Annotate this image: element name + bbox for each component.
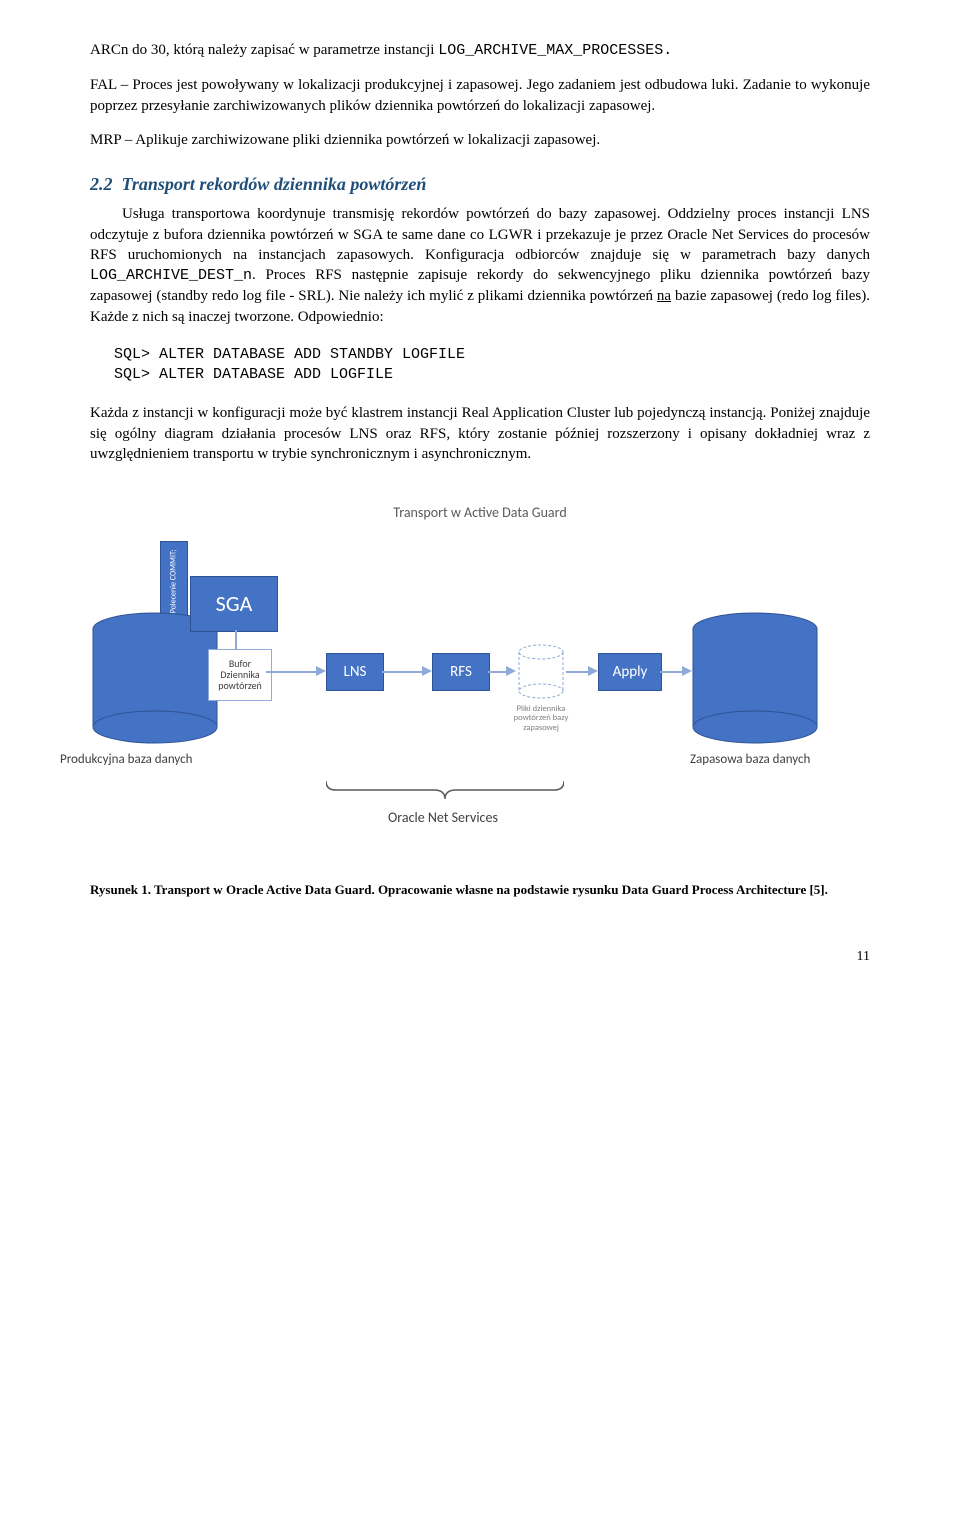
arrow-pliki-apply <box>566 671 588 673</box>
figure-caption: Rysunek 1. Transport w Oracle Active Dat… <box>90 881 870 899</box>
label-prod-db: Produkcyjna baza danych <box>60 751 192 769</box>
sql-line-1: SQL> ALTER DATABASE ADD STANDBY LOGFILE <box>114 346 465 363</box>
param-log-archive-dest: LOG_ARCHIVE_DEST_n <box>90 267 252 284</box>
param-log-archive-max: LOG_ARCHIVE_MAX_PROCESSES. <box>438 42 672 59</box>
apply-box: Apply <box>598 653 662 691</box>
bufor-label: Bufor Dziennika powtórzeń <box>211 658 269 691</box>
page-number: 11 <box>90 948 870 967</box>
lns-box: LNS <box>326 653 384 691</box>
label-standby-db: Zapasowa baza danych <box>690 751 810 769</box>
bufor-box: Bufor Dziennika powtórzeń <box>208 649 272 701</box>
arrow-bufor-lns <box>266 671 316 673</box>
sql-line-2: SQL> ALTER DATABASE ADD LOGFILE <box>114 366 393 383</box>
cylinder-pliki <box>516 643 566 701</box>
caption-text: Rysunek 1. Transport w Oracle Active Dat… <box>90 882 828 897</box>
cylinder-standby-db <box>690 611 820 746</box>
arrow-lns-rfs <box>382 671 422 673</box>
diagram-canvas: Polecenie COMMIT; Produkcyjna baza danyc… <box>90 541 870 871</box>
rfs-box: RFS <box>432 653 490 691</box>
paragraph-after-sql: Każda z instancji w konfiguracji może by… <box>90 403 870 464</box>
diagram-container: Transport w Active Data Guard Polecenie … <box>90 504 870 871</box>
underline-na: na <box>657 288 671 304</box>
section-number: 2.2 <box>90 174 113 194</box>
diagram-title: Transport w Active Data Guard <box>90 504 870 523</box>
sql-codeblock: SQL> ALTER DATABASE ADD STANDBY LOGFILE … <box>114 345 870 386</box>
commit-label: Polecenie COMMIT; <box>169 549 180 613</box>
label-pliki: Pliki dziennika powtórzeń bazy zapasowej <box>506 705 576 733</box>
paragraph-mrp: MRP – Aplikuje zarchiwizowane pliki dzie… <box>90 130 870 150</box>
text: ARCn do 30, którą należy zapisać w param… <box>90 42 438 58</box>
label-ons: Oracle Net Services <box>388 809 498 828</box>
arrow-apply-db <box>660 671 682 673</box>
section-title: Transport rekordów dziennika powtórzeń <box>122 174 427 194</box>
brace-ons <box>326 781 564 799</box>
arrow-head-icon <box>316 666 326 676</box>
arrow-head-icon <box>422 666 432 676</box>
arrow-rfs-pliki <box>488 671 506 673</box>
lns-label: LNS <box>344 662 367 682</box>
arrow-sga-bufor <box>235 630 237 649</box>
section-heading-2-2: 2.2 Transport rekordów dziennika powtórz… <box>90 172 870 196</box>
arrow-head-icon <box>506 666 516 676</box>
apply-label: Apply <box>613 662 648 682</box>
arrow-head-icon <box>588 666 598 676</box>
rfs-label: RFS <box>450 662 472 682</box>
sga-label: SGA <box>216 589 253 619</box>
paragraph-transport: Usługa transportowa koordynuje transmisj… <box>90 204 870 327</box>
paragraph-fal: FAL – Proces jest powoływany w lokalizac… <box>90 75 870 116</box>
paragraph-arcn: ARCn do 30, którą należy zapisać w param… <box>90 40 870 61</box>
sga-box: SGA <box>190 576 278 632</box>
text: Usługa transportowa koordynuje transmisj… <box>90 206 870 263</box>
